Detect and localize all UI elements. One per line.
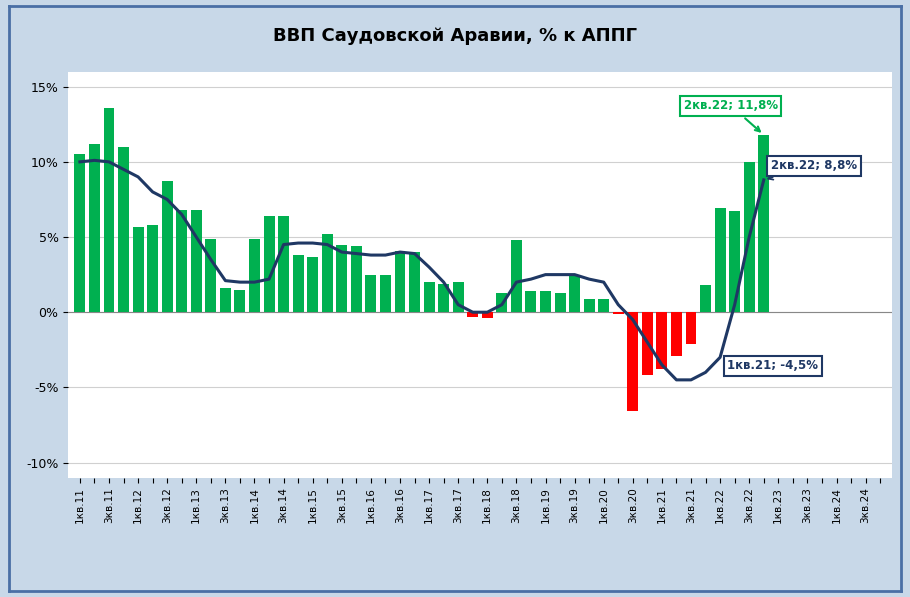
Bar <box>308 257 318 312</box>
Bar <box>700 285 711 312</box>
Bar <box>511 240 521 312</box>
Bar <box>627 312 638 411</box>
Bar <box>583 298 594 312</box>
Bar <box>525 291 536 312</box>
Bar <box>481 312 492 318</box>
Bar <box>191 210 202 312</box>
Bar <box>410 252 420 312</box>
Bar <box>337 245 348 312</box>
Bar <box>249 239 260 312</box>
Bar <box>685 312 696 344</box>
Bar <box>453 282 464 312</box>
Text: 1кв.21; -4,5%: 1кв.21; -4,5% <box>727 359 818 373</box>
Bar <box>671 312 682 356</box>
Bar <box>162 181 173 312</box>
Bar <box>133 226 144 312</box>
Bar <box>729 211 740 312</box>
Bar <box>642 312 652 376</box>
Bar <box>293 255 304 312</box>
Bar <box>278 216 289 312</box>
Bar <box>235 290 246 312</box>
Bar <box>758 135 769 312</box>
Bar <box>206 239 217 312</box>
Bar <box>351 246 362 312</box>
Bar <box>424 282 435 312</box>
Text: ВВП Саудовской Аравии, % к АППГ: ВВП Саудовской Аравии, % к АППГ <box>273 27 637 45</box>
Bar <box>89 144 100 312</box>
Bar <box>569 275 580 312</box>
Text: 2кв.22; 11,8%: 2кв.22; 11,8% <box>683 99 778 131</box>
Bar <box>322 234 333 312</box>
Bar <box>118 147 129 312</box>
Bar <box>612 312 623 313</box>
Bar <box>380 275 391 312</box>
Bar <box>395 251 406 312</box>
Bar <box>220 288 231 312</box>
Bar <box>598 298 609 312</box>
Bar <box>656 312 667 370</box>
Bar <box>496 293 507 312</box>
Bar <box>264 216 275 312</box>
Bar <box>540 291 551 312</box>
Bar <box>104 107 115 312</box>
Bar <box>439 284 450 312</box>
Bar <box>468 312 479 317</box>
Bar <box>75 155 86 312</box>
Text: 2кв.22; 8,8%: 2кв.22; 8,8% <box>768 159 857 180</box>
Bar <box>743 162 754 312</box>
Bar <box>147 225 158 312</box>
Bar <box>714 208 725 312</box>
Bar <box>366 275 377 312</box>
Bar <box>554 293 565 312</box>
Bar <box>177 210 187 312</box>
